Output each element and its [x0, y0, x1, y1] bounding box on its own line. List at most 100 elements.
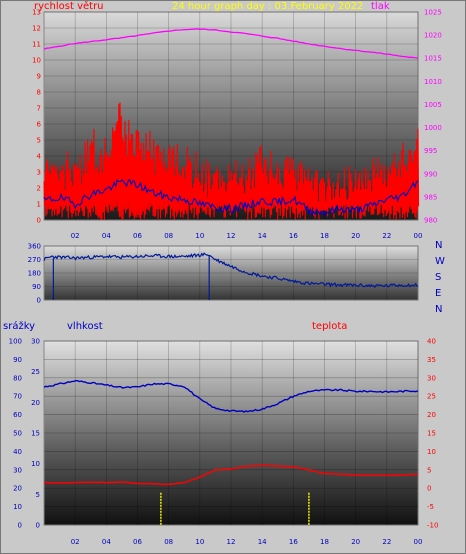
- rain-tick-label: 50: [13, 430, 22, 438]
- x-tick-label: 12: [227, 232, 236, 240]
- temperature-line: [44, 464, 419, 486]
- temperature-tick-label: -5: [427, 503, 434, 511]
- pressure-tick-label: 1010: [424, 78, 442, 86]
- x-tick-label: 04: [102, 232, 111, 240]
- wind-direction-line: [43, 252, 419, 289]
- wind-average-line: [43, 178, 419, 218]
- rain-tick-label: 70: [13, 393, 22, 401]
- compass-label: W: [435, 256, 445, 267]
- rain-humidity-temp-grid: [44, 340, 419, 526]
- pressure-tick-label: 1020: [424, 32, 442, 40]
- compass-label: E: [435, 288, 441, 299]
- x-tick-label: 10: [195, 538, 204, 546]
- direction-tick-label: 360: [28, 243, 41, 251]
- wind-pressure-series: [43, 28, 420, 221]
- x-tick-label: 18: [320, 538, 329, 546]
- wind-direction-series: [43, 252, 419, 300]
- temperature-label: teplota: [312, 321, 347, 332]
- pressure-tick-label: 995: [424, 147, 437, 155]
- direction-tick-label: 0: [37, 297, 41, 305]
- rain-label: srážky: [3, 320, 35, 332]
- humidity-tick-label: 5: [36, 491, 40, 499]
- temperature-tick-label: 40: [427, 338, 436, 346]
- wind-tick-label: 9: [37, 73, 41, 81]
- x-tick-label: 20: [351, 232, 360, 240]
- compass-label: N: [435, 240, 442, 251]
- wind-pressure-x-ticks: 02 04 06 08 10 12 14 16 18 20 22 00: [71, 232, 423, 240]
- x-tick-label: 16: [289, 538, 298, 546]
- wind-tick-label: 5: [37, 137, 41, 145]
- pressure-tick-label: 1025: [424, 9, 442, 17]
- temperature-tick-label: 25: [427, 393, 436, 401]
- pressure-tick-label: 985: [424, 193, 437, 201]
- temperature-tick-label: -10: [427, 522, 438, 530]
- temperature-tick-label: 30: [427, 374, 436, 382]
- temperature-tick-label: 5: [427, 466, 431, 474]
- humidity-label: vlhkost: [67, 321, 103, 332]
- wind-tick-label: 10: [32, 57, 41, 65]
- pressure-line: [43, 28, 419, 59]
- rain-humidity-temp-plot-area: [43, 340, 419, 526]
- humidity-line: [43, 379, 419, 414]
- wind-tick-label: 8: [37, 89, 41, 97]
- wind-tick-label: 0: [37, 217, 41, 225]
- rain-humidity-temp-series: [43, 379, 419, 525]
- rain-tick-label: 90: [13, 356, 22, 364]
- x-tick-label: 02: [71, 538, 80, 546]
- rain-tick-label: 30: [13, 466, 22, 474]
- rain-tick-label: 100: [9, 338, 22, 346]
- temperature-tick-label: 20: [427, 411, 436, 419]
- temperature-tick-label: 0: [427, 485, 431, 493]
- wind-tick-label: 13: [32, 9, 41, 17]
- rain-axis-ticks: 0 10 20 30 40 50 60 70 80 90 100: [9, 338, 22, 530]
- direction-tick-label: 270: [28, 256, 41, 264]
- x-tick-label: 20: [351, 538, 360, 546]
- graph-title: 24 hour graph day : 03.February 2022: [172, 1, 363, 12]
- x-tick-label: 22: [382, 538, 391, 546]
- pressure-tick-label: 1000: [424, 124, 442, 132]
- x-tick-label: 06: [133, 232, 142, 240]
- pressure-tick-label: 1005: [424, 101, 442, 109]
- x-tick-label: 16: [289, 232, 298, 240]
- temperature-tick-label: 10: [427, 448, 436, 456]
- wind-tick-label: 1: [37, 201, 41, 209]
- pressure-tick-label: 1015: [424, 55, 442, 63]
- wind-direction-plot-area: [43, 245, 419, 301]
- x-tick-label: 12: [227, 538, 236, 546]
- wind-speed-line: [43, 102, 420, 221]
- wind-label: rychlost větru: [34, 0, 104, 12]
- x-tick-label: 02: [71, 232, 80, 240]
- wind-tick-label: 12: [32, 25, 41, 33]
- pressure-axis-ticks: 980 985 990 995 1000 1005 1010 1015 1020 1025: [424, 9, 442, 225]
- rain-tick-label: 80: [13, 374, 22, 382]
- wind-tick-label: 3: [37, 169, 41, 177]
- compass-label: S: [435, 272, 441, 283]
- humidity-axis-ticks: 0 5 10 15 20 25 30: [31, 338, 40, 530]
- wind-tick-label: 6: [37, 121, 42, 129]
- direction-axis-ticks: 0 90 180 270 360: [28, 243, 41, 305]
- temperature-axis-ticks: -10 -5 0 5 10 15 20 25 30 35 40: [427, 338, 438, 530]
- humidity-tick-label: 15: [31, 430, 40, 438]
- wind-tick-label: 4: [37, 153, 42, 161]
- x-tick-label: 00: [414, 232, 423, 240]
- rain-tick-label: 40: [13, 448, 22, 456]
- pressure-tick-label: 990: [424, 170, 437, 178]
- x-tick-label: 04: [102, 538, 111, 546]
- x-tick-label: 00: [414, 538, 423, 546]
- x-tick-label: 18: [320, 232, 329, 240]
- humidity-tick-label: 0: [36, 522, 40, 530]
- rain-tick-label: 10: [13, 503, 22, 511]
- rain-tick-label: 0: [18, 522, 22, 530]
- x-tick-label: 08: [164, 232, 173, 240]
- humidity-tick-label: 30: [31, 338, 40, 346]
- compass-label: N: [435, 304, 442, 315]
- x-tick-label: 10: [195, 232, 204, 240]
- wind-direction-grid: [44, 245, 419, 301]
- rain-tick-label: 60: [13, 411, 22, 419]
